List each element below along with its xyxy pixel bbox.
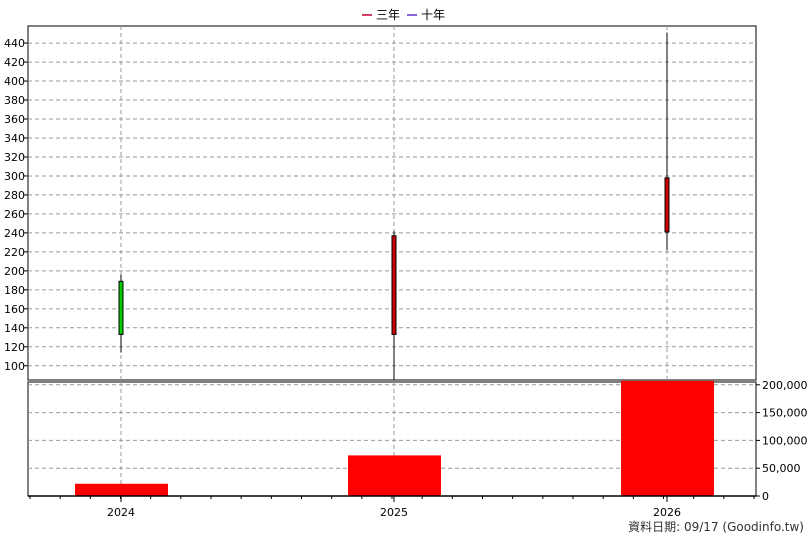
price-tick-label: 420 xyxy=(4,56,25,69)
legend-label-three-year: 三年 xyxy=(376,8,400,22)
price-tick-label: 280 xyxy=(4,189,25,202)
x-tick-label: 2026 xyxy=(653,506,681,519)
x-tick-label: 2025 xyxy=(380,506,408,519)
volume-bar xyxy=(348,455,441,496)
volume-tick-label: 150,000 xyxy=(762,407,808,420)
price-tick-label: 380 xyxy=(4,94,25,107)
price-tick-label: 100 xyxy=(4,360,25,373)
price-tick-label: 340 xyxy=(4,132,25,145)
price-tick-label: 120 xyxy=(4,341,25,354)
candle-body xyxy=(391,235,397,335)
price-tick-label: 160 xyxy=(4,303,25,316)
price-tick-label: 360 xyxy=(4,113,25,126)
price-tick-label: 180 xyxy=(4,284,25,297)
price-axis: 100 120 140 160 180 200 220 240 260 280 300 320 340 3… xyxy=(4,37,28,373)
x-tick-label: 2024 xyxy=(107,506,135,519)
volume-tick-label: 200,000 xyxy=(762,379,808,392)
price-tick-label: 300 xyxy=(4,170,25,183)
volume-bar xyxy=(621,380,714,496)
volume-tick-label: 100,000 xyxy=(762,434,808,447)
footer-date-source: 資料日期: 09/17 (Goodinfo.tw) xyxy=(628,520,804,534)
price-tick-label: 140 xyxy=(4,322,25,335)
volume-bar xyxy=(75,483,168,496)
volume-tick-label: 0 xyxy=(762,490,769,503)
legend-label-ten-year: 十年 xyxy=(421,8,445,22)
candle-body xyxy=(118,280,124,335)
volume-axis: 0 50,000 100,000 150,000 200,000 xyxy=(756,379,808,503)
price-tick-label: 320 xyxy=(4,151,25,164)
price-panel: 100 120 140 160 180 200 220 240 260 280 300 320 340 3… xyxy=(4,25,757,381)
legend: 三年 十年 xyxy=(362,8,445,22)
price-tick-label: 400 xyxy=(4,75,25,88)
price-tick-label: 200 xyxy=(4,265,25,278)
price-tick-label: 440 xyxy=(4,37,25,50)
price-tick-label: 240 xyxy=(4,227,25,240)
volume-bar-series xyxy=(75,380,714,496)
price-tick-label: 220 xyxy=(4,246,25,259)
candle-body xyxy=(664,177,670,233)
volume-tick-label: 50,000 xyxy=(762,462,801,475)
x-axis: 2024 2025 2026 xyxy=(28,495,756,519)
price-tick-label: 260 xyxy=(4,208,25,221)
candlestick-series xyxy=(118,32,670,380)
